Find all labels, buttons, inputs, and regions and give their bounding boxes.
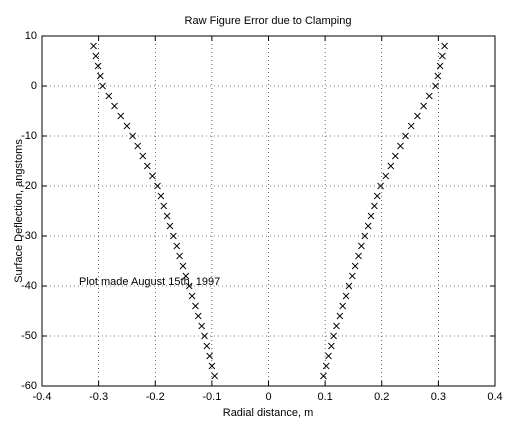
x-tick-label: 0.1 xyxy=(317,391,332,403)
marker xyxy=(434,72,442,80)
marker xyxy=(387,162,395,170)
marker xyxy=(117,112,125,120)
x-tick-label: -0.2 xyxy=(146,391,165,403)
marker xyxy=(432,82,439,90)
marker xyxy=(92,52,100,60)
y-tick-label: -30 xyxy=(21,230,37,242)
marker xyxy=(94,62,102,70)
marker xyxy=(342,292,350,300)
marker xyxy=(407,122,415,130)
x-tick-label: 0.4 xyxy=(487,391,502,403)
marker xyxy=(320,372,327,380)
y-axis-label: Surface Deflection, angstoms xyxy=(13,139,25,283)
marker xyxy=(105,92,113,100)
marker xyxy=(144,162,151,170)
marker xyxy=(425,92,433,100)
marker xyxy=(203,342,211,350)
marker xyxy=(345,282,353,290)
x-tick-label: -0.3 xyxy=(89,391,108,403)
marker xyxy=(90,42,97,50)
marker xyxy=(414,112,421,120)
y-tick-label: -40 xyxy=(21,280,37,292)
marker xyxy=(339,302,346,310)
marker xyxy=(436,62,444,70)
marker xyxy=(358,242,365,250)
marker xyxy=(185,282,193,290)
marker xyxy=(371,202,378,210)
marker xyxy=(397,142,404,150)
marker xyxy=(134,142,142,150)
marker xyxy=(373,192,381,200)
marker xyxy=(330,332,337,340)
x-tick-label: -0.4 xyxy=(33,391,52,403)
marker xyxy=(439,52,446,60)
marker xyxy=(392,152,399,160)
marker xyxy=(123,122,131,130)
x-tick-label: 0.3 xyxy=(431,391,446,403)
marker xyxy=(206,352,213,360)
y-tick-label: 0 xyxy=(31,80,37,92)
y-tick-label: 10 xyxy=(25,30,37,42)
marker xyxy=(154,182,161,190)
x-tick-label: 0.2 xyxy=(374,391,389,403)
x-axis-label: Radial distance, m xyxy=(223,407,314,419)
marker xyxy=(198,322,206,330)
marker xyxy=(355,252,362,260)
marker xyxy=(194,312,202,320)
marker xyxy=(179,262,187,270)
marker xyxy=(336,312,344,320)
marker xyxy=(420,102,427,110)
marker xyxy=(211,372,219,380)
marker xyxy=(441,42,448,50)
marker xyxy=(111,102,118,110)
y-tick-label: -50 xyxy=(21,330,37,342)
marker xyxy=(160,202,168,210)
marker xyxy=(328,342,335,350)
marker xyxy=(201,332,208,340)
marker xyxy=(208,362,216,370)
x-tick-label: -0.1 xyxy=(202,391,221,403)
marker xyxy=(99,82,106,90)
marker xyxy=(176,252,183,260)
marker xyxy=(325,352,332,360)
marker xyxy=(182,272,190,280)
marker xyxy=(382,172,390,180)
marker xyxy=(322,362,330,370)
marker xyxy=(173,242,181,250)
x-tick-label: 0 xyxy=(265,391,271,403)
marker xyxy=(402,132,409,140)
marker xyxy=(170,232,177,240)
y-tick-label: -60 xyxy=(21,380,37,392)
marker xyxy=(149,172,156,180)
annotation: Plot made August 15th, 1997 xyxy=(79,276,220,288)
marker xyxy=(129,132,136,140)
chart-title: Raw Figure Error due to Clamping xyxy=(185,15,352,27)
y-tick-label: -10 xyxy=(21,130,37,142)
marker xyxy=(361,232,369,240)
marker xyxy=(364,222,372,230)
marker xyxy=(333,322,340,330)
marker xyxy=(192,302,199,310)
marker xyxy=(351,262,359,270)
marker xyxy=(139,152,147,160)
marker xyxy=(188,292,196,300)
marker xyxy=(157,192,165,200)
marker xyxy=(97,72,104,80)
marker xyxy=(367,212,375,220)
marker xyxy=(163,212,171,220)
marker xyxy=(377,182,384,190)
marker xyxy=(348,272,356,280)
marker xyxy=(166,222,174,230)
y-tick-label: -20 xyxy=(21,180,37,192)
